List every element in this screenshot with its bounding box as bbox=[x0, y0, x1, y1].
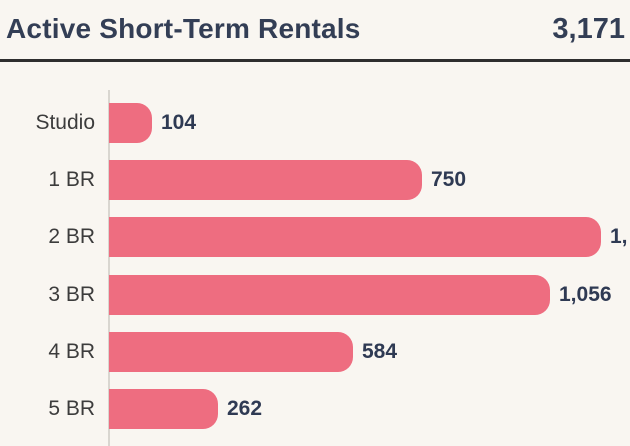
value-label: 1, bbox=[610, 225, 628, 249]
total-count: 3,171 bbox=[552, 13, 625, 45]
chart-row: 3 BR 1,056 bbox=[0, 266, 630, 323]
category-label: 2 BR bbox=[48, 225, 95, 249]
bar-3-br[interactable] bbox=[109, 274, 550, 315]
y-axis-line bbox=[108, 90, 110, 446]
card-header: Active Short-Term Rentals 3,171 bbox=[0, 0, 630, 45]
bar-track: 262 bbox=[109, 389, 263, 430]
value-label: 1,056 bbox=[559, 282, 612, 306]
bar-5-br[interactable] bbox=[109, 389, 218, 430]
chart-row: 4 BR 584 bbox=[0, 323, 630, 380]
value-label: 262 bbox=[227, 397, 263, 421]
bar-4-br[interactable] bbox=[109, 331, 353, 372]
bar-track: 1, bbox=[109, 217, 628, 258]
chart-row: 2 BR 1, bbox=[0, 209, 630, 266]
value-label: 104 bbox=[161, 110, 197, 134]
bar-1-br[interactable] bbox=[109, 159, 422, 200]
bar-track: 584 bbox=[109, 331, 398, 372]
category-label: Studio bbox=[35, 110, 95, 134]
bar-2-br[interactable] bbox=[109, 217, 601, 258]
category-label: 3 BR bbox=[48, 282, 95, 306]
bar-track: 1,056 bbox=[109, 274, 612, 315]
page-title: Active Short-Term Rentals bbox=[6, 13, 361, 44]
chart-row: Studio 104 bbox=[0, 94, 630, 151]
bar-studio[interactable] bbox=[109, 102, 152, 143]
category-label: 4 BR bbox=[48, 339, 95, 363]
header-divider bbox=[0, 59, 630, 62]
value-label: 750 bbox=[431, 167, 467, 191]
value-label: 584 bbox=[362, 339, 398, 363]
chart-rows: Studio 104 1 BR 750 2 BR 1, 3 BR 1,056 4 BR 584 5 … bbox=[0, 62, 630, 438]
bar-track: 750 bbox=[109, 159, 467, 200]
bar-chart: Studio 104 1 BR 750 2 BR 1, 3 BR 1,056 4 BR 584 5 … bbox=[0, 62, 630, 446]
chart-row: 1 BR 750 bbox=[0, 151, 630, 208]
category-label: 5 BR bbox=[48, 397, 95, 421]
bar-track: 104 bbox=[109, 102, 197, 143]
category-label: 1 BR bbox=[48, 167, 95, 191]
chart-row: 5 BR 262 bbox=[0, 380, 630, 437]
